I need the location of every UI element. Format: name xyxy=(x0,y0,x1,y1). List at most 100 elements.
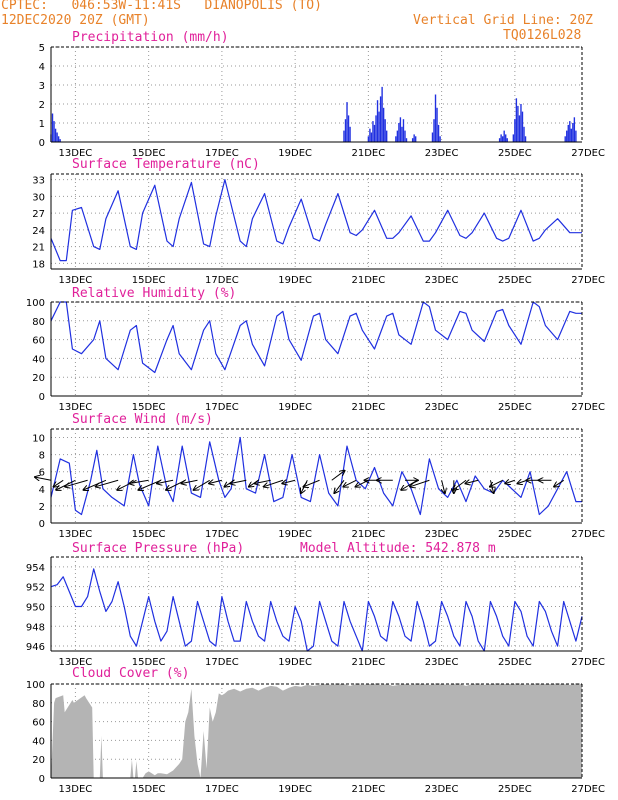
x-tick-label: 15DEC xyxy=(132,402,166,413)
x-tick-label: 13DEC xyxy=(59,148,93,159)
x-tick-label: 21DEC xyxy=(352,275,386,286)
wind-vector xyxy=(181,480,198,483)
series-line-pressure xyxy=(50,568,583,652)
y-tick-label: 0 xyxy=(39,774,45,785)
x-tick-label: 23DEC xyxy=(425,784,459,795)
precip-bar xyxy=(59,139,61,142)
series-line-wind xyxy=(50,436,582,516)
y-tick-label: 2 xyxy=(39,502,45,513)
x-tick-label: 17DEC xyxy=(205,657,239,668)
precip-bar xyxy=(344,119,347,142)
precip-bar xyxy=(567,124,569,142)
x-tick-label: 19DEC xyxy=(278,784,312,795)
x-tick-label: 19DEC xyxy=(278,402,312,413)
wind-vector xyxy=(343,479,357,486)
x-tick-label: 13DEC xyxy=(59,402,93,413)
x-tick-label: 25DEC xyxy=(498,529,532,540)
y-tick-label: 100 xyxy=(26,680,45,691)
precip-bar xyxy=(411,138,414,142)
y-tick-label: 21 xyxy=(32,243,45,254)
y-tick-label: 948 xyxy=(26,622,45,633)
panel-precipitation: Precipitation (mm/h) 0 1 2 3 4 5 13DEC 15DEC 17D… xyxy=(39,30,605,159)
precip-bar xyxy=(401,126,403,142)
precip-bar xyxy=(524,136,527,142)
x-tick-label: 17DEC xyxy=(205,275,239,286)
precip-bar xyxy=(503,130,505,142)
y-tick-label: 33 xyxy=(32,176,45,187)
x-tick-label: 19DEC xyxy=(278,657,312,668)
y-tick-label: 6 xyxy=(39,468,45,479)
panel-wind: Surface Wind (m/s) 0 2 4 6 8 10 13DEC 15DEC 17DE… xyxy=(32,412,605,540)
panel-pressure: Surface Pressure (hPa) Model Altitude: 5… xyxy=(26,541,605,668)
precip-bar xyxy=(433,119,435,142)
wind-vector xyxy=(517,480,528,483)
wind-vector xyxy=(65,479,88,486)
precip-bar xyxy=(367,136,370,142)
precip-bar xyxy=(521,111,524,142)
x-tick-label: 27DEC xyxy=(571,784,605,795)
wind-vector xyxy=(255,480,271,483)
x-tick-label: 13DEC xyxy=(59,657,93,668)
precip-bar xyxy=(56,132,58,142)
y-tick-label: 20 xyxy=(32,373,45,384)
panel-temperature: Surface Temperature (nC) 18 21 24 27 30 33 13D… xyxy=(32,157,605,286)
header-station: CPTEC: 046:53W-11:41S DIANOPOLIS (TO) xyxy=(1,0,322,13)
x-tick-label: 21DEC xyxy=(352,784,386,795)
precip-bar xyxy=(376,100,379,142)
precip-bar xyxy=(346,102,348,142)
y-tick-label: 60 xyxy=(32,718,45,729)
precip-bar xyxy=(500,134,502,142)
cloud-area xyxy=(51,684,582,778)
precip-bar xyxy=(399,117,402,142)
x-tick-label: 25DEC xyxy=(498,148,532,159)
plot-area-wind: 0 2 4 6 8 10 13DEC 15DEC 17DEC 19DEC 21DEC 23DEC 25D… xyxy=(32,428,605,540)
x-tick-label: 27DEC xyxy=(571,657,605,668)
plot-area-pressure: 946 948 950 952 954 13DEC 15DEC 17DEC 19DEC 21DEC… xyxy=(26,556,605,668)
precip-bar xyxy=(517,105,519,142)
y-tick-label: 80 xyxy=(32,699,45,710)
precip-bar xyxy=(57,136,60,142)
wind-vector xyxy=(35,477,52,480)
y-tick-label: 954 xyxy=(26,563,45,574)
precip-bar xyxy=(349,126,351,142)
wind-vector xyxy=(264,479,284,486)
precip-bar xyxy=(431,132,434,142)
x-tick-label: 15DEC xyxy=(132,784,166,795)
precip-bar xyxy=(569,121,571,142)
y-tick-label: 0 xyxy=(39,138,45,149)
header-model-code: TQ0126L028 xyxy=(503,28,582,43)
header-datetime: 12DEC2020 20Z (GMT) xyxy=(1,13,150,28)
precip-bar xyxy=(373,124,376,142)
precip-bar xyxy=(437,124,440,142)
y-tick-label: 5 xyxy=(39,43,45,54)
wind-vector xyxy=(96,479,119,486)
precip-bar xyxy=(572,123,574,142)
precip-bar xyxy=(386,130,388,142)
precip-bar xyxy=(398,123,400,142)
x-tick-label: 25DEC xyxy=(498,275,532,286)
x-tick-label: 19DEC xyxy=(278,148,312,159)
y-tick-label: 40 xyxy=(32,736,45,747)
precip-bar xyxy=(573,117,576,142)
header-grid-note: Vertical Grid Line: 20Z xyxy=(413,13,594,28)
precip-bar xyxy=(575,130,577,142)
panel-title-humidity: Relative Humidity (%) xyxy=(72,286,236,301)
x-tick-label: 21DEC xyxy=(352,148,386,159)
x-tick-label: 15DEC xyxy=(132,148,166,159)
x-tick-label: 17DEC xyxy=(205,148,239,159)
series-line-humidity xyxy=(50,301,582,374)
y-tick-label: 0 xyxy=(39,519,45,530)
y-tick-label: 3 xyxy=(39,81,45,92)
x-tick-label: 19DEC xyxy=(278,529,312,540)
precip-bar xyxy=(343,130,345,142)
precip-bar xyxy=(506,138,508,142)
precip-bar xyxy=(505,134,507,142)
precip-bar xyxy=(395,136,397,142)
y-tick-label: 100 xyxy=(26,298,45,309)
precip-bar xyxy=(434,94,437,142)
x-tick-label: 23DEC xyxy=(425,275,459,286)
y-tick-label: 24 xyxy=(32,226,45,237)
precip-bar xyxy=(379,96,382,142)
precip-bar xyxy=(370,132,373,142)
